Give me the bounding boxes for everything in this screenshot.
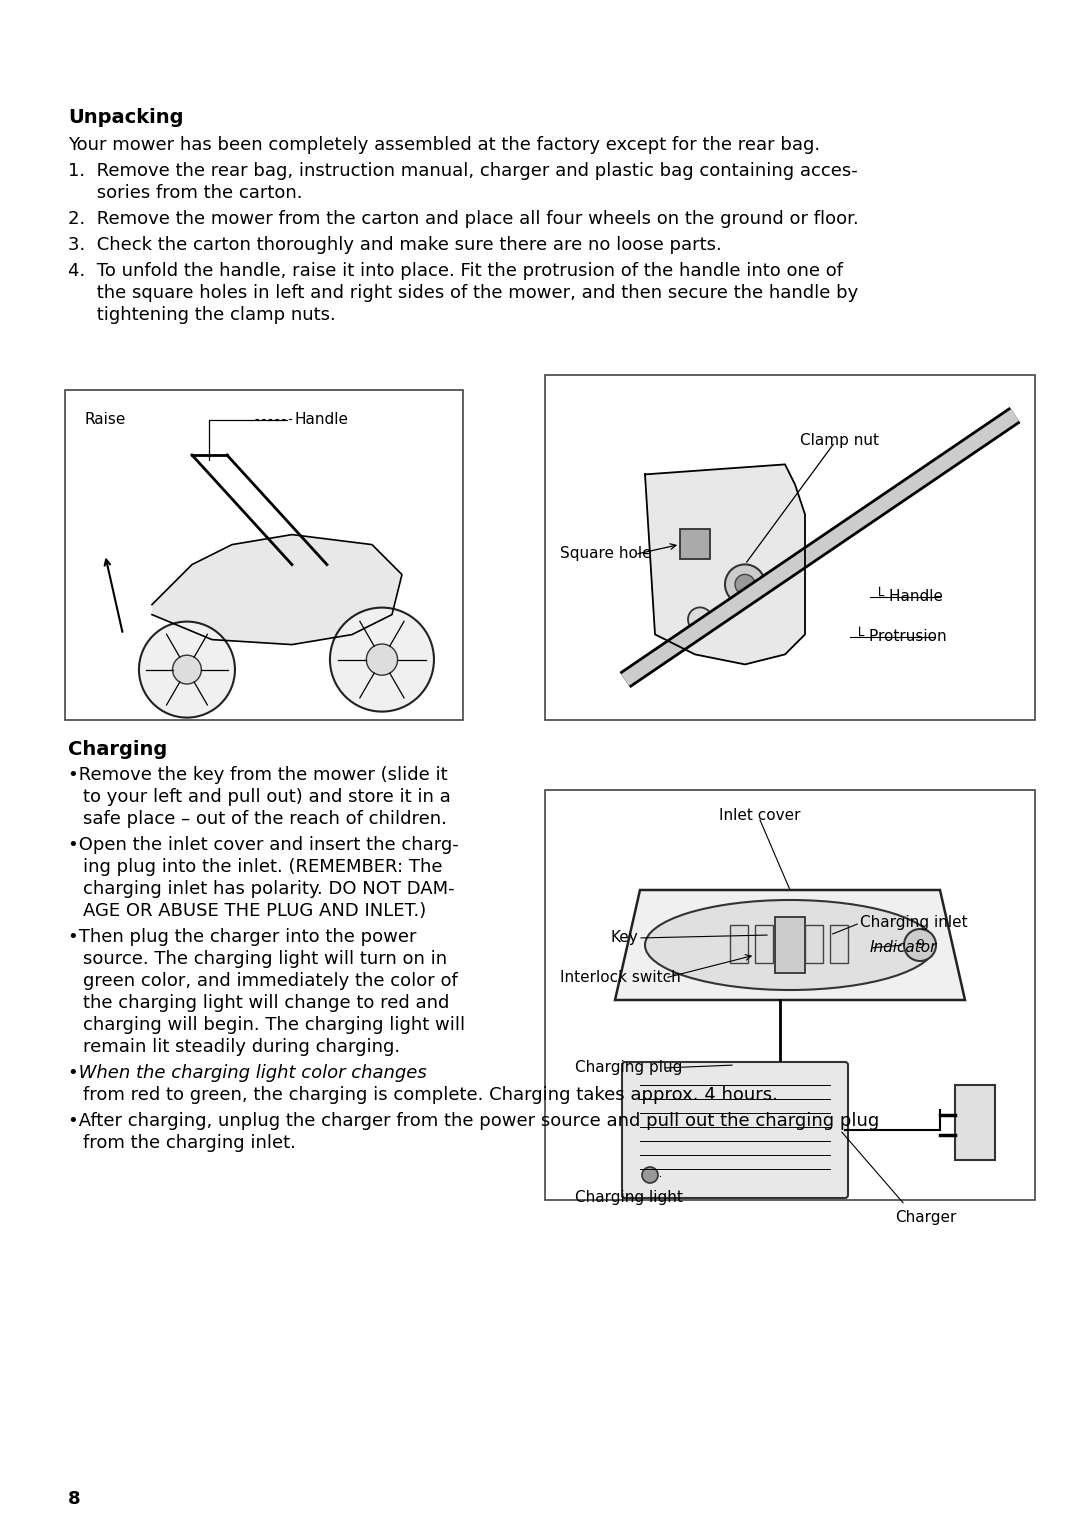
Circle shape [735,574,755,594]
Bar [755,925,773,964]
Text: Your mower has been completely assembled at the factory except for the rear bag.: Your mower has been completely assembled… [68,136,820,155]
Text: Indicator: Indicator [870,941,937,954]
Text: Handle: Handle [295,412,349,427]
Bar [805,925,823,964]
Text: Key: Key [610,930,638,945]
Bar [730,925,748,964]
Text: 9: 9 [916,939,923,951]
Bar [955,1085,995,1160]
Text: 8: 8 [68,1491,81,1507]
Bar [65,391,463,720]
Ellipse shape [645,899,935,990]
Text: Unpacking: Unpacking [68,107,184,127]
Text: ing plug into the inlet. (REMEMBER: The: ing plug into the inlet. (REMEMBER: The [83,858,443,876]
Bar [545,375,1035,720]
Text: sories from the carton.: sories from the carton. [68,184,302,202]
Bar [831,925,848,964]
Text: from the charging inlet.: from the charging inlet. [83,1134,296,1152]
Text: 4.  To unfold the handle, raise it into place. Fit the protrusion of the handle : 4. To unfold the handle, raise it into p… [68,262,843,280]
Text: •Open the inlet cover and insert the charg-: •Open the inlet cover and insert the cha… [68,836,459,853]
Text: Interlock switch: Interlock switch [561,970,680,985]
Circle shape [366,643,397,676]
Circle shape [688,607,712,631]
FancyBboxPatch shape [622,1062,848,1198]
Text: from red to green, the charging is complete. Charging takes approx. 4 hours.: from red to green, the charging is compl… [83,1086,778,1105]
Text: remain lit steadily during charging.: remain lit steadily during charging. [83,1039,400,1056]
Text: charging will begin. The charging light will: charging will begin. The charging light … [83,1016,465,1034]
Polygon shape [615,890,966,1000]
Text: safe place – out of the reach of children.: safe place – out of the reach of childre… [83,810,447,827]
Text: •Then plug the charger into the power: •Then plug the charger into the power [68,928,417,945]
Text: to your left and pull out) and store it in a: to your left and pull out) and store it … [83,787,450,806]
Text: Charger: Charger [895,1210,957,1226]
Text: green color, and immediately the color of: green color, and immediately the color o… [83,971,458,990]
Text: the charging light will change to red and: the charging light will change to red an… [83,994,449,1013]
Text: Charging inlet: Charging inlet [860,915,968,930]
Text: •When the charging light color changes: •When the charging light color changes [68,1065,427,1082]
Circle shape [904,928,936,961]
Text: Charging plug: Charging plug [575,1060,683,1075]
Circle shape [173,656,201,683]
Text: 1.  Remove the rear bag, instruction manual, charger and plastic bag containing : 1. Remove the rear bag, instruction manu… [68,162,858,179]
Text: charging inlet has polarity. DO NOT DAM-: charging inlet has polarity. DO NOT DAM- [83,879,455,898]
Text: └ Protrusion: └ Protrusion [855,630,947,645]
Text: AGE OR ABUSE THE PLUG AND INLET.): AGE OR ABUSE THE PLUG AND INLET.) [83,902,427,921]
Text: Raise: Raise [85,412,126,427]
Text: source. The charging light will turn on in: source. The charging light will turn on … [83,950,447,968]
Text: Charging light: Charging light [575,1190,683,1206]
Text: └ Handle: └ Handle [875,590,943,605]
Text: Charging: Charging [68,740,167,758]
Text: •After charging, unplug the charger from the power source and pull out the charg: •After charging, unplug the charger from… [68,1112,879,1131]
Bar [680,530,710,559]
Polygon shape [152,535,402,645]
Text: the square holes in left and right sides of the mower, and then secure the handl: the square holes in left and right sides… [68,283,859,302]
Circle shape [642,1167,658,1183]
Text: Inlet cover: Inlet cover [719,807,800,823]
Text: 3.  Check the carton thoroughly and make sure there are no loose parts.: 3. Check the carton thoroughly and make … [68,236,721,254]
Text: Square hole: Square hole [561,547,651,561]
Text: •Remove the key from the mower (slide it: •Remove the key from the mower (slide it [68,766,447,784]
Text: 2.  Remove the mower from the carton and place all four wheels on the ground or : 2. Remove the mower from the carton and … [68,210,859,228]
Polygon shape [645,464,805,665]
Circle shape [330,608,434,711]
Bar [545,791,1035,1200]
Circle shape [725,564,765,605]
Text: tightening the clamp nuts.: tightening the clamp nuts. [68,306,336,323]
Circle shape [139,622,235,717]
Bar [775,918,805,973]
Text: Clamp nut: Clamp nut [800,434,879,447]
